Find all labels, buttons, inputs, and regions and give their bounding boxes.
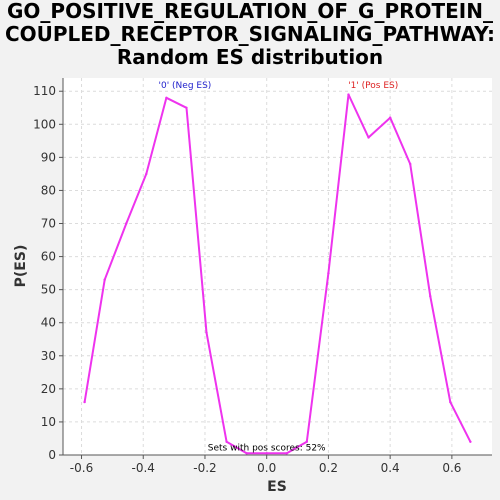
data-point bbox=[449, 400, 452, 404]
series-layer bbox=[83, 93, 472, 455]
title-line-3: Random ES distribution bbox=[116, 45, 384, 69]
annotations: '0' (Neg ES) '1' (Pos ES) Sets with pos sc… bbox=[159, 81, 399, 453]
data-point bbox=[205, 331, 208, 334]
data-point bbox=[305, 440, 309, 443]
axes: -0.6 -0.4 -0.2 0.0 0.2 0.4 0.6 0 10 20 30 40 50 60 70 8… bbox=[33, 78, 492, 475]
data-point bbox=[429, 295, 432, 298]
x-tick-label: -0.2 bbox=[193, 461, 216, 475]
data-point bbox=[327, 271, 330, 275]
x-tick-label: -0.6 bbox=[70, 461, 93, 475]
title-line-1: GO_POSITIVE_REGULATION_OF_G_PROTEIN_ bbox=[7, 0, 493, 23]
annotation-label: '1' (Pos ES) bbox=[348, 81, 398, 91]
x-axis-label: ES bbox=[267, 479, 287, 495]
series-line bbox=[83, 93, 472, 455]
data-point bbox=[409, 162, 412, 166]
x-tick-label: 0.0 bbox=[257, 461, 276, 475]
data-point bbox=[165, 96, 168, 100]
data-point bbox=[265, 452, 268, 455]
data-point bbox=[103, 278, 106, 281]
y-tick-label: 10 bbox=[41, 415, 56, 429]
data-point bbox=[185, 106, 188, 109]
x-tick-label: 0.4 bbox=[381, 461, 400, 475]
grid bbox=[63, 78, 492, 456]
x-tick-label: 0.6 bbox=[442, 461, 461, 475]
data-point bbox=[145, 172, 148, 176]
y-tick-label: 0 bbox=[48, 448, 56, 462]
x-tick-label: 0.2 bbox=[319, 461, 338, 475]
data-point bbox=[125, 222, 128, 225]
data-point bbox=[347, 93, 350, 96]
data-point bbox=[469, 440, 472, 443]
data-point bbox=[285, 452, 288, 455]
y-tick-label: 100 bbox=[33, 117, 56, 131]
y-tick-label: 80 bbox=[41, 183, 56, 197]
y-tick-label: 60 bbox=[41, 250, 56, 264]
y-tick-label: 110 bbox=[33, 84, 56, 98]
data-point bbox=[367, 136, 370, 139]
title-line-2: COUPLED_RECEPTOR_SIGNALING_PATHWAY: bbox=[4, 22, 496, 46]
y-tick-label: 40 bbox=[41, 316, 56, 330]
annotation-label: Sets with pos scores: 52% bbox=[208, 443, 326, 453]
y-tick-label: 50 bbox=[41, 283, 56, 297]
y-tick-label: 30 bbox=[41, 349, 56, 363]
chart-title: GO_POSITIVE_REGULATION_OF_G_PROTEIN_ COU… bbox=[0, 0, 500, 69]
plot-area bbox=[63, 78, 492, 455]
y-tick-label: 70 bbox=[41, 217, 56, 231]
y-tick-label: 20 bbox=[41, 382, 56, 396]
annotation-label: '0' (Neg ES) bbox=[159, 81, 212, 91]
y-axis-label: P(ES) bbox=[13, 245, 29, 288]
y-tick-label: 90 bbox=[41, 150, 56, 164]
x-tick-label: -0.4 bbox=[132, 461, 155, 475]
data-point bbox=[83, 400, 86, 404]
data-point bbox=[388, 116, 392, 119]
data-point bbox=[245, 452, 248, 455]
data-point bbox=[225, 440, 228, 443]
